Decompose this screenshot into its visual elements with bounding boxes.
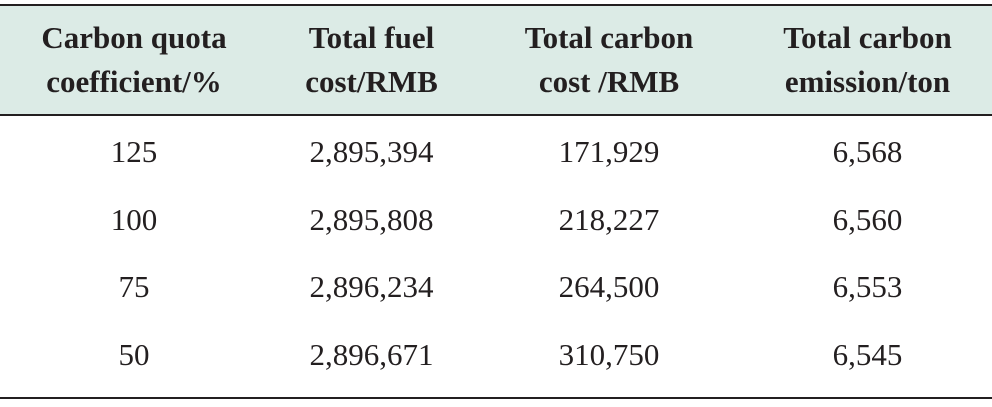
header-line: emission/ton bbox=[784, 64, 951, 99]
table-cell: 2,895,808 bbox=[309, 202, 434, 237]
table-cell: 310,750 bbox=[558, 337, 660, 372]
table-cell: 171,929 bbox=[558, 134, 660, 169]
bottom-rule bbox=[0, 397, 992, 399]
table-row: 75 2,896,234 264,500 6,553 bbox=[0, 253, 992, 321]
header-line: cost/RMB bbox=[305, 64, 438, 99]
table-cell: 6,568 bbox=[832, 134, 903, 169]
header-line: Total fuel bbox=[308, 20, 435, 55]
table-cell: 6,553 bbox=[832, 269, 903, 304]
table-cell: 2,895,394 bbox=[309, 134, 434, 169]
table-cell: 264,500 bbox=[558, 269, 660, 304]
table-cell: 218,227 bbox=[558, 202, 660, 237]
table-cell: 50 bbox=[118, 337, 150, 372]
header-cell-carbon-emission: Total carbon emission/ton bbox=[743, 6, 992, 114]
table-cell: 6,545 bbox=[832, 337, 903, 372]
header-line: coefficient/% bbox=[46, 64, 222, 99]
table-row: 125 2,895,394 171,929 6,568 bbox=[0, 118, 992, 186]
header-line: Carbon quota bbox=[41, 20, 227, 55]
table-cell: 2,896,234 bbox=[309, 269, 434, 304]
header-cell-fuel-cost: Total fuel cost/RMB bbox=[268, 6, 475, 114]
table-cell: 100 bbox=[110, 202, 158, 237]
table-cell: 6,560 bbox=[832, 202, 903, 237]
top-rule bbox=[0, 4, 992, 6]
header-line: cost /RMB bbox=[538, 64, 680, 99]
table-header: Carbon quota coefficient/% Total fuel co… bbox=[0, 6, 992, 114]
table-cell: 75 bbox=[118, 269, 150, 304]
header-line: Total carbon bbox=[524, 20, 694, 55]
table-cell: 125 bbox=[110, 134, 158, 169]
header-cell-carbon-quota: Carbon quota coefficient/% bbox=[0, 6, 268, 114]
header-cell-carbon-cost: Total carbon cost /RMB bbox=[475, 6, 743, 114]
header-rule bbox=[0, 114, 992, 116]
table-row: 100 2,895,808 218,227 6,560 bbox=[0, 186, 992, 254]
table-row: 50 2,896,671 310,750 6,545 bbox=[0, 321, 992, 389]
header-line: Total carbon bbox=[783, 20, 952, 55]
table-cell: 2,896,671 bbox=[309, 337, 434, 372]
